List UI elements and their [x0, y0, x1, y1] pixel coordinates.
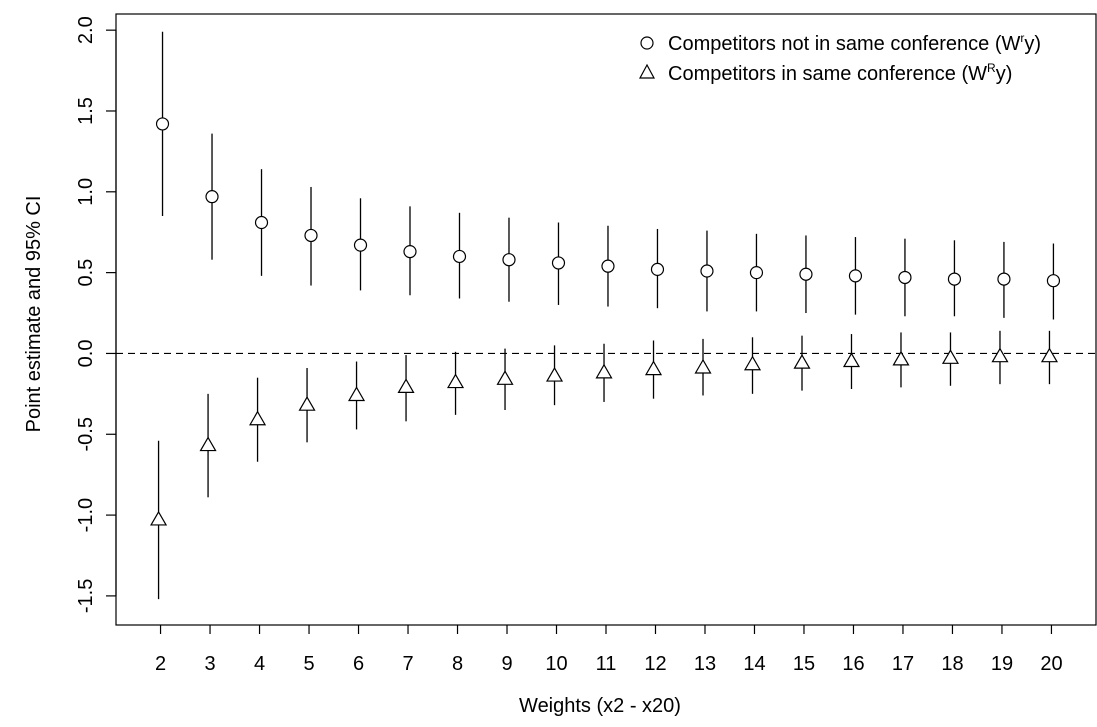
triangle-point [397, 378, 415, 393]
circle-point [155, 117, 170, 131]
x-tick-label: 20 [1040, 653, 1062, 675]
circle-point [452, 249, 467, 264]
circle-point [1046, 274, 1061, 288]
triangle-point [743, 355, 762, 371]
triangle-point [644, 360, 663, 376]
plot-frame [115, 13, 1097, 626]
y-tick-label: -1.5 [75, 579, 97, 613]
legend-triangle-marker [638, 63, 656, 79]
legend-circle-main: Competitors not in same conference (W [668, 33, 1020, 55]
x-tick-label: 19 [991, 653, 1013, 675]
y-tick-label: 0.0 [75, 340, 97, 368]
x-tick-label: 11 [596, 653, 617, 675]
legend-label-triangle: Competitors in same conference (WRy) [668, 61, 1012, 85]
circle-point [749, 266, 764, 280]
triangle-point [545, 366, 564, 382]
y-tick-label: 0.5 [75, 259, 97, 287]
series-triangle [150, 330, 1059, 600]
x-tick-label: 7 [402, 653, 413, 675]
triangle-point [991, 347, 1009, 363]
legend-circle-sup: r [1020, 31, 1024, 45]
x-tick-label: 6 [353, 653, 364, 675]
y-tick-label: 1.0 [75, 178, 97, 206]
x-tick-label: 3 [204, 653, 215, 675]
circle-point [403, 245, 417, 259]
circle-point [799, 267, 813, 281]
y-tick-label: -0.5 [75, 417, 97, 451]
circle-point [700, 264, 714, 278]
y-tick-label: 1.5 [75, 97, 97, 125]
x-tick-label: 17 [892, 653, 914, 675]
x-axis-title: Weights (x2 - x20) [519, 695, 681, 717]
x-tick-label: 12 [644, 653, 666, 675]
x-tick-label: 4 [254, 653, 265, 675]
triangle-point [348, 386, 366, 402]
circle-point [254, 215, 269, 230]
x-tick-label: 5 [303, 653, 314, 675]
legend: Competitors not in same conference (Wry)… [638, 31, 1041, 85]
triangle-point [1040, 347, 1059, 363]
triangle-point [793, 353, 811, 369]
circle-point [947, 272, 962, 286]
y-axis: -1.5 -1.0 -0.5 0.0 0.5 1.0 1.5 2.0 [75, 16, 117, 613]
circle-point [551, 256, 566, 270]
x-tick-label: 13 [694, 653, 716, 675]
triangle-point [941, 349, 960, 364]
x-tick-label: 16 [842, 653, 864, 675]
circle-point [997, 272, 1011, 286]
y-axis-title: Point estimate and 95% CI [23, 196, 45, 433]
triangle-point [595, 363, 613, 379]
legend-label-circle: Competitors not in same conference (Wry) [668, 31, 1041, 55]
x-tick-label: 2 [155, 653, 166, 675]
x-tick-label: 18 [941, 653, 963, 675]
circle-point [898, 270, 912, 285]
triangle-point [694, 358, 712, 374]
x-axis: 2 3 4 5 6 7 8 9 10 11 12 13 14 15 16 17 18 19 20 [155, 625, 1063, 675]
legend-triangle-main: Competitors in same conference (W [668, 63, 987, 85]
triangle-point [150, 510, 168, 526]
circle-point [650, 262, 665, 276]
legend-triangle-end: y) [996, 63, 1013, 85]
y-tick-label: -1.0 [75, 498, 97, 532]
circle-point [205, 190, 219, 204]
triangle-point [249, 410, 267, 426]
x-tick-label: 10 [545, 653, 567, 675]
circle-point [353, 238, 368, 252]
y-tick-label: 2.0 [75, 16, 97, 44]
triangle-point [892, 350, 910, 366]
x-tick-label: 8 [452, 653, 463, 675]
legend-circle-end: y) [1024, 33, 1041, 55]
triangle-point [496, 370, 514, 385]
triangle-point [446, 373, 465, 389]
legend-circle-marker [640, 36, 654, 50]
triangle-point [199, 436, 217, 452]
x-tick-label: 15 [793, 653, 815, 675]
legend-triangle-sup: R [987, 61, 996, 75]
x-tick-label: 14 [743, 653, 765, 675]
circle-point [502, 253, 516, 267]
triangle-point [298, 395, 316, 411]
triangle-point [842, 352, 861, 368]
x-tick-label: 9 [501, 653, 512, 675]
circle-point [601, 259, 615, 273]
circle-point [848, 269, 863, 283]
series-circle [155, 31, 1061, 320]
circle-point [304, 228, 318, 243]
